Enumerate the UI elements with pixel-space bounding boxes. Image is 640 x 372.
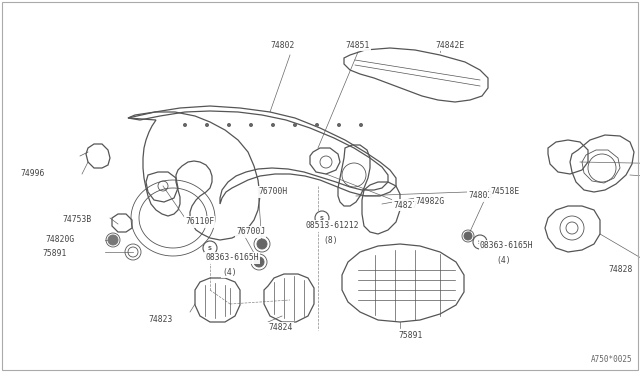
Circle shape — [360, 124, 362, 126]
Text: 08363-6165H: 08363-6165H — [205, 253, 259, 263]
Text: 74802: 74802 — [270, 41, 294, 49]
Circle shape — [315, 211, 329, 225]
Circle shape — [271, 124, 275, 126]
Text: (4): (4) — [496, 256, 511, 264]
Circle shape — [337, 124, 340, 126]
Text: 74827: 74827 — [393, 201, 417, 209]
Text: 74996: 74996 — [20, 170, 44, 179]
Text: 74851: 74851 — [345, 41, 369, 49]
Text: A750*0025: A750*0025 — [590, 355, 632, 364]
Circle shape — [250, 124, 253, 126]
Circle shape — [294, 124, 296, 126]
Text: 74823: 74823 — [148, 315, 172, 324]
Text: 76700J: 76700J — [236, 228, 265, 237]
Text: 08363-6165H: 08363-6165H — [480, 241, 534, 250]
Circle shape — [257, 239, 267, 249]
Text: 74842E: 74842E — [435, 41, 464, 49]
Circle shape — [464, 232, 472, 240]
Text: 74753B: 74753B — [62, 215, 92, 224]
Circle shape — [254, 257, 264, 267]
Text: (4): (4) — [222, 267, 237, 276]
Text: 74518E: 74518E — [490, 187, 519, 196]
Text: 74824: 74824 — [268, 324, 292, 333]
Text: S: S — [320, 215, 324, 221]
Text: 74803: 74803 — [468, 192, 492, 201]
Text: 76700H: 76700H — [258, 187, 287, 196]
Circle shape — [473, 235, 487, 249]
Text: 75891: 75891 — [42, 250, 67, 259]
Circle shape — [227, 124, 230, 126]
Text: 74982G: 74982G — [415, 198, 444, 206]
Circle shape — [316, 124, 319, 126]
Text: S: S — [208, 246, 212, 250]
Text: 74820G: 74820G — [45, 235, 74, 244]
Circle shape — [205, 124, 209, 126]
Text: (8): (8) — [323, 235, 338, 244]
Text: S: S — [478, 240, 482, 244]
Text: 75891: 75891 — [398, 331, 422, 340]
Text: 74828: 74828 — [608, 266, 632, 275]
Circle shape — [184, 124, 186, 126]
Text: 76110F: 76110F — [185, 218, 214, 227]
Circle shape — [203, 241, 217, 255]
Text: 08513-61212: 08513-61212 — [305, 221, 358, 231]
Circle shape — [108, 235, 118, 245]
